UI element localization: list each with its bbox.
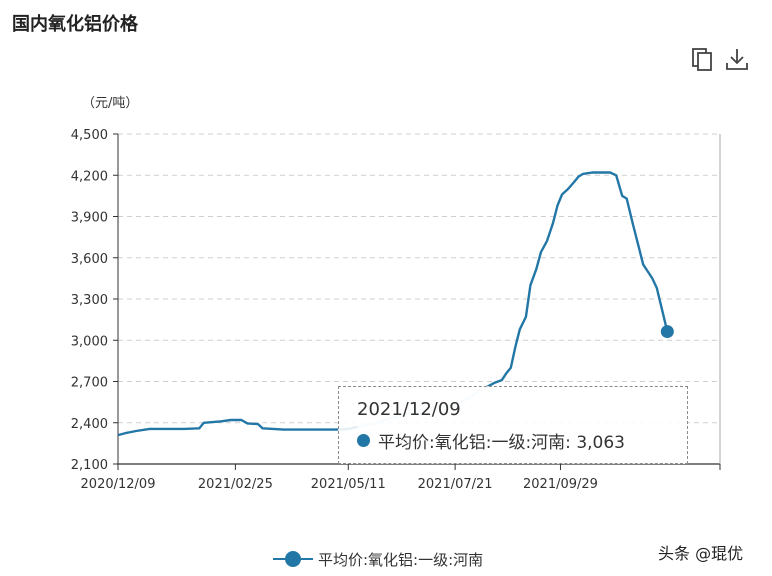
y-tick-label: 3,600: [71, 252, 108, 267]
x-tick-label: 2021/07/21: [418, 477, 493, 492]
y-axis-unit-label: （元/吨）: [82, 96, 138, 111]
tooltip: 2021/12/09 平均价:氧化铝:一级:河南: 3,063: [338, 386, 688, 464]
watermark: 头条 @琨优: [658, 544, 744, 563]
copy-icon[interactable]: [690, 46, 716, 72]
legend[interactable]: 平均价:氧化铝:一级:河南: [272, 548, 483, 570]
tooltip-date: 2021/12/09: [357, 399, 461, 420]
tooltip-row: 平均价:氧化铝:一级:河南: 3,063: [357, 428, 669, 453]
y-tick-label: 2,400: [71, 417, 108, 432]
legend-marker-icon: [273, 551, 313, 567]
y-tick-label: 3,000: [71, 334, 108, 349]
x-tick-label: 2020/12/09: [81, 477, 156, 492]
y-tick-label: 3,300: [71, 293, 108, 308]
download-icon[interactable]: [724, 46, 750, 72]
series-end-point: [660, 325, 674, 339]
y-tick-label: 2,700: [71, 376, 108, 391]
y-tick-label: 4,200: [71, 169, 108, 184]
y-tick-label: 2,100: [71, 458, 108, 473]
legend-label: 平均价:氧化铝:一级:河南: [318, 550, 484, 569]
tooltip-value: 平均价:氧化铝:一级:河南: 3,063: [378, 433, 625, 453]
chart-title: 国内氧化铝价格: [12, 14, 138, 35]
x-tick-label: 2021/02/25: [198, 477, 273, 492]
x-tick-label: 2021/09/29: [523, 477, 598, 492]
grid-lines: [118, 133, 720, 424]
axes: 2,100 2,400 2,700 3,000 3,300 3,600 3,900 4,200…: [71, 128, 721, 492]
tooltip-series-marker: [357, 434, 370, 447]
x-tick-label: 2021/05/11: [311, 477, 386, 492]
y-tick-label: 3,900: [71, 211, 108, 226]
y-tick-label: 4,500: [71, 128, 108, 143]
